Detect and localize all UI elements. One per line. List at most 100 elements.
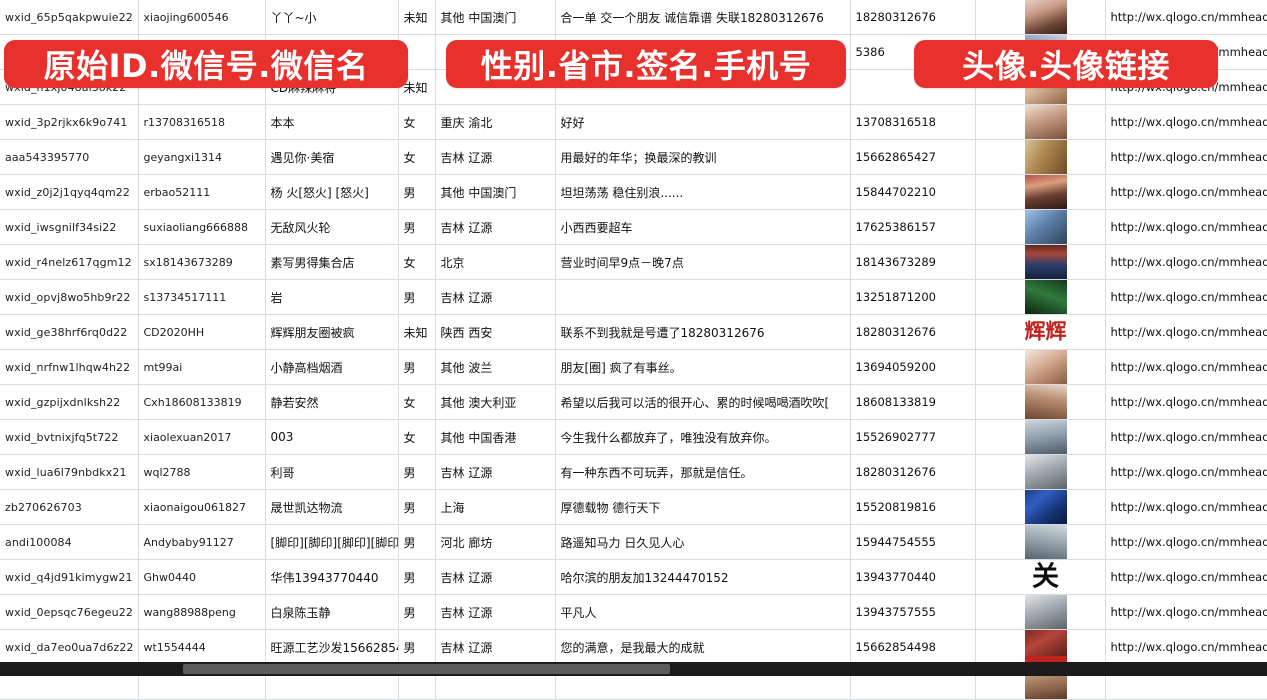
cell-avatar-url[interactable]: http://wx.qlogo.cn/mmhead: [1105, 489, 1267, 525]
table-row[interactable]: aaa543395770 geyangxi1314 遇见你·美宿女吉林 辽源 用最好的…: [0, 139, 1267, 175]
cell-raw-id[interactable]: wxid_da7eo0ua7d6z22: [0, 629, 139, 665]
table-row[interactable]: andi100084 Andybaby91127 [脚印][脚印][脚印][脚印男河…: [0, 524, 1267, 560]
table-row[interactable]: wxid_q4jd91kimygw21 Ghw0440 华伟13943770440 男…: [0, 559, 1267, 595]
cell-raw-id[interactable]: wxid_q4jd91kimygw21: [0, 559, 139, 595]
cell-raw-id[interactable]: aaa543395770: [0, 139, 139, 175]
cell-wechat-id[interactable]: mt99ai: [138, 349, 266, 385]
cell-raw-id[interactable]: wxid_3p2rjkx6k9o741: [0, 104, 139, 140]
cell-wechat-id[interactable]: sx18143673289: [138, 244, 266, 280]
cell-signature[interactable]: [555, 279, 851, 315]
cell-gender[interactable]: 男: [398, 594, 436, 630]
cell-region[interactable]: 北京: [435, 244, 556, 280]
cell-avatar[interactable]: [975, 244, 1106, 280]
cell-phone[interactable]: 18280312676: [850, 0, 976, 35]
cell-phone[interactable]: 13694059200: [850, 349, 976, 385]
cell-region[interactable]: 其他 中国香港: [435, 419, 556, 455]
cell-signature[interactable]: 小西西要超车: [555, 209, 851, 245]
cell-avatar[interactable]: [975, 174, 1106, 210]
table-row[interactable]: wxid_ge38hrf6rq0d22 CD2020HH 辉辉朋友圈被疯 未知 陕西 西…: [0, 314, 1267, 350]
cell-wechat-name[interactable]: 利哥: [265, 454, 399, 490]
cell-wechat-name[interactable]: 遇见你·美宿: [265, 139, 399, 175]
cell-phone[interactable]: 15526902777: [850, 419, 976, 455]
cell-gender[interactable]: 男: [398, 524, 436, 560]
cell-phone[interactable]: 18608133819: [850, 384, 976, 420]
cell-gender[interactable]: 男: [398, 559, 436, 595]
cell-avatar[interactable]: [975, 279, 1106, 315]
cell-avatar-url[interactable]: http://wx.qlogo.cn/mmhead: [1105, 349, 1267, 385]
cell-signature[interactable]: 用最好的年华；换最深的教训: [555, 139, 851, 175]
horizontal-scrollbar[interactable]: [0, 662, 1267, 676]
cell-avatar-url[interactable]: http://wx.qlogo.cn/mmhead: [1105, 174, 1267, 210]
cell-region[interactable]: 吉林 辽源: [435, 454, 556, 490]
cell-phone[interactable]: 15662854498: [850, 629, 976, 665]
cell-wechat-name[interactable]: 静若安然: [265, 384, 399, 420]
table-row[interactable]: wxid_opvj8wo5hb9r22 s13734517111 岩男吉林 辽源 13…: [0, 279, 1267, 315]
cell-raw-id[interactable]: wxid_bvtnixjfq5t722: [0, 419, 139, 455]
cell-raw-id[interactable]: wxid_gzpijxdnlksh22: [0, 384, 139, 420]
table-row[interactable]: wxid_0epsqc76egeu22 wang88988peng 白泉陈玉静男吉林…: [0, 594, 1267, 630]
cell-signature[interactable]: 好好: [555, 104, 851, 140]
cell-avatar-url[interactable]: http://wx.qlogo.cn/mmhead: [1105, 384, 1267, 420]
cell-region[interactable]: 其他 中国澳门: [435, 0, 556, 35]
cell-phone[interactable]: 13943770440: [850, 559, 976, 595]
cell-wechat-name[interactable]: 晟世凯达物流: [265, 489, 399, 525]
cell-region[interactable]: 吉林 辽源: [435, 209, 556, 245]
cell-wechat-id[interactable]: xiaojing600546: [138, 0, 266, 35]
cell-avatar[interactable]: [975, 349, 1106, 385]
cell-wechat-id[interactable]: wql2788: [138, 454, 266, 490]
cell-raw-id[interactable]: wxid_iwsgnilf34si22: [0, 209, 139, 245]
cell-avatar[interactable]: [975, 594, 1106, 630]
cell-wechat-id[interactable]: Cxh18608133819: [138, 384, 266, 420]
cell-gender[interactable]: 女: [398, 419, 436, 455]
table-row[interactable]: wxid_lua6l79nbdkx21 wql2788 利哥男吉林 辽源 有一种东西不…: [0, 454, 1267, 490]
cell-wechat-id[interactable]: suxiaoliang666888: [138, 209, 266, 245]
cell-region[interactable]: 吉林 辽源: [435, 139, 556, 175]
cell-gender[interactable]: 女: [398, 384, 436, 420]
cell-wechat-name[interactable]: 杨 火[怒火] [怒火]: [265, 174, 399, 210]
cell-avatar[interactable]: 关: [975, 559, 1106, 595]
cell-avatar[interactable]: [975, 209, 1106, 245]
cell-avatar[interactable]: [975, 139, 1106, 175]
table-row[interactable]: wxid_3p2rjkx6k9o741 r13708316518 本本女重庆 渝北好…: [0, 104, 1267, 140]
cell-raw-id[interactable]: wxid_0epsqc76egeu22: [0, 594, 139, 630]
table-row[interactable]: wxid_z0j2j1qyq4qm22 erbao52111 杨 火[怒火] [怒火…: [0, 174, 1267, 210]
table-row[interactable]: zb270626703 xiaonaigou061827 晟世凯达物流男上海 厚德载物…: [0, 489, 1267, 525]
cell-phone[interactable]: 13708316518: [850, 104, 976, 140]
cell-wechat-name[interactable]: 辉辉朋友圈被疯: [265, 314, 399, 350]
cell-gender[interactable]: 女: [398, 244, 436, 280]
cell-gender[interactable]: 男: [398, 174, 436, 210]
cell-gender[interactable]: 男: [398, 629, 436, 665]
cell-signature[interactable]: 营业时间早9点－晚7点: [555, 244, 851, 280]
table-row[interactable]: wxid_iwsgnilf34si22 suxiaoliang666888 无敌风火…: [0, 209, 1267, 245]
cell-signature[interactable]: 今生我什么都放弃了，唯独没有放弃你。: [555, 419, 851, 455]
cell-avatar[interactable]: [975, 524, 1106, 560]
cell-avatar-url[interactable]: http://wx.qlogo.cn/mmhead: [1105, 209, 1267, 245]
cell-avatar-url[interactable]: http://wx.qlogo.cn/mmhead: [1105, 104, 1267, 140]
cell-signature[interactable]: 厚德载物 德行天下: [555, 489, 851, 525]
cell-wechat-id[interactable]: xiaolexuan2017: [138, 419, 266, 455]
cell-raw-id[interactable]: wxid_opvj8wo5hb9r22: [0, 279, 139, 315]
cell-avatar[interactable]: [975, 489, 1106, 525]
cell-avatar[interactable]: [975, 454, 1106, 490]
cell-region[interactable]: 其他 中国澳门: [435, 174, 556, 210]
cell-region[interactable]: 吉林 辽源: [435, 594, 556, 630]
cell-avatar-url[interactable]: http://wx.qlogo.cn/mmhead: [1105, 0, 1267, 35]
cell-wechat-id[interactable]: geyangxi1314: [138, 139, 266, 175]
cell-signature[interactable]: 联系不到我就是号遭了18280312676: [555, 314, 851, 350]
cell-signature[interactable]: 坦坦荡荡 稳住别浪......: [555, 174, 851, 210]
cell-raw-id[interactable]: andi100084: [0, 524, 139, 560]
cell-wechat-name[interactable]: 本本: [265, 104, 399, 140]
cell-avatar-url[interactable]: http://wx.qlogo.cn/mmhead: [1105, 594, 1267, 630]
cell-phone[interactable]: 18143673289: [850, 244, 976, 280]
cell-signature[interactable]: 希望以后我可以活的很开心、累的时候喝喝酒吹吹[: [555, 384, 851, 420]
cell-gender[interactable]: 男: [398, 489, 436, 525]
cell-gender[interactable]: 女: [398, 104, 436, 140]
cell-region[interactable]: 吉林 辽源: [435, 629, 556, 665]
cell-phone[interactable]: 13943757555: [850, 594, 976, 630]
cell-wechat-id[interactable]: Andybaby91127: [138, 524, 266, 560]
cell-raw-id[interactable]: wxid_nrfnw1lhqw4h22: [0, 349, 139, 385]
cell-phone[interactable]: 15520819816: [850, 489, 976, 525]
cell-wechat-id[interactable]: r13708316518: [138, 104, 266, 140]
table-row[interactable]: wxid_da7eo0ua7d6z22 wt1554444 旺源工艺沙发156628…: [0, 629, 1267, 665]
